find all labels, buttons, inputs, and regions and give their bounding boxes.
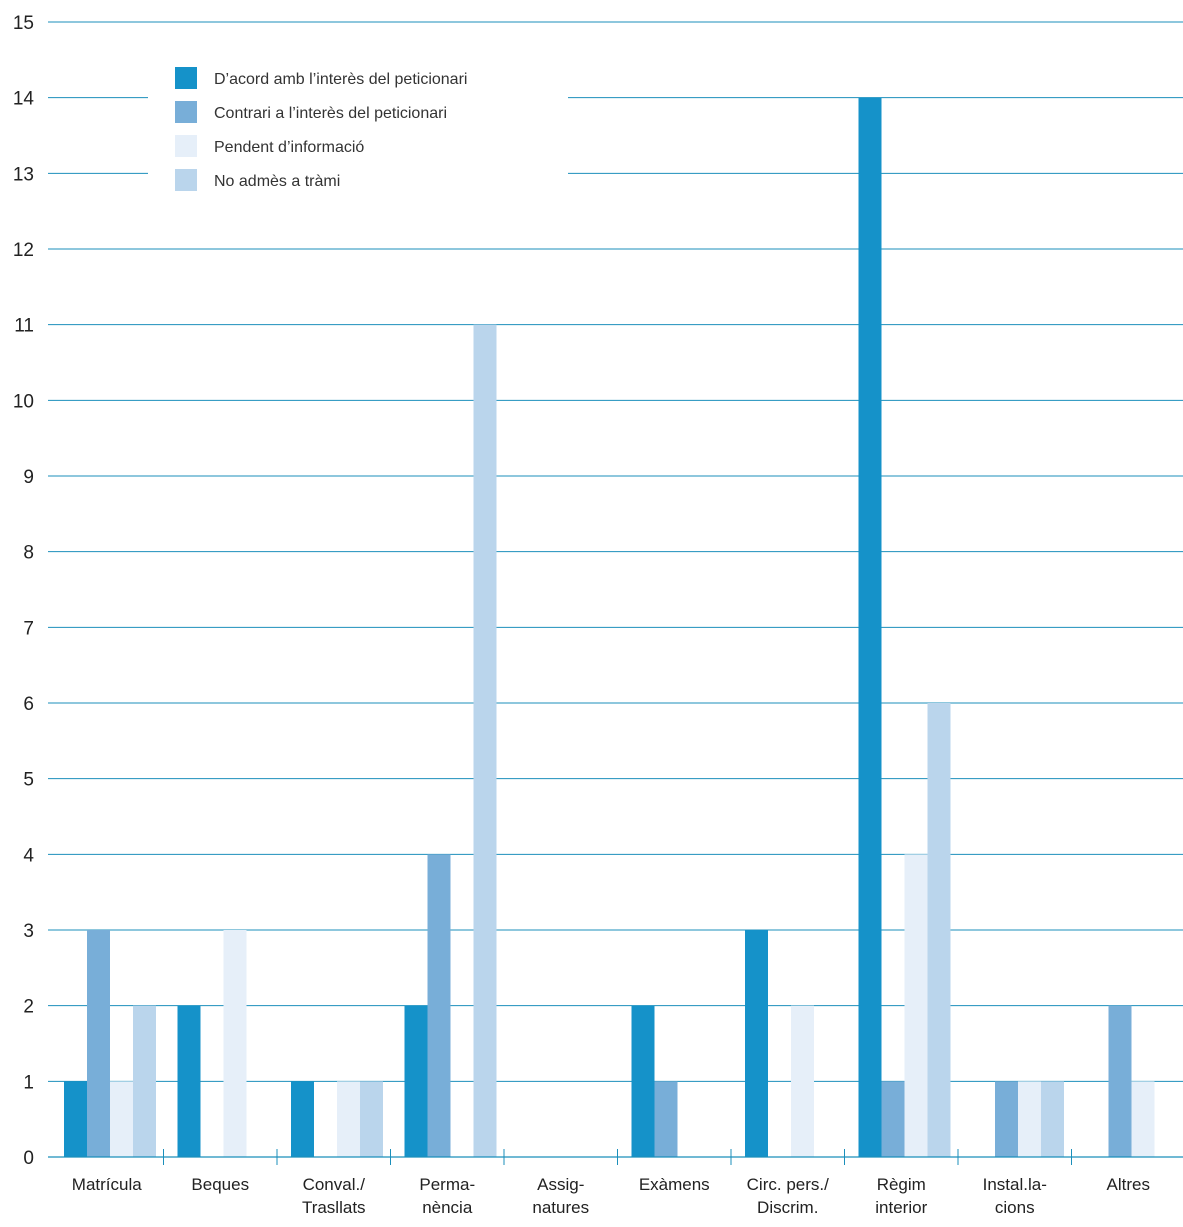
bar-4-1 — [133, 1005, 156, 1157]
y-tick-label: 12 — [13, 240, 34, 261]
legend-background — [148, 52, 568, 212]
bar-4-4 — [473, 324, 497, 1158]
x-tick-label: Conval./ — [303, 1175, 366, 1194]
y-tick-label: 5 — [23, 770, 34, 791]
bar-2-10 — [1108, 1005, 1132, 1157]
bar-1-8 — [858, 97, 882, 1158]
y-tick-label: 0 — [23, 1148, 34, 1169]
y-tick-label: 7 — [23, 618, 34, 639]
bar-1-6 — [631, 1005, 655, 1157]
y-tick-label: 14 — [13, 89, 35, 110]
gridlines — [48, 21, 1183, 1082]
x-tick-label: Assig- — [537, 1175, 584, 1194]
y-tick-label: 11 — [14, 316, 34, 337]
y-tick-label: 4 — [23, 845, 34, 866]
x-tick-label: interior — [875, 1198, 927, 1217]
x-tick-label: Matrícula — [72, 1175, 142, 1194]
bar-1-4 — [404, 1005, 428, 1157]
y-tick-label: 6 — [23, 694, 34, 715]
x-tick-label: Trasllats — [302, 1198, 366, 1217]
x-tick-label: Perma- — [419, 1175, 475, 1194]
x-tick-label: natures — [532, 1198, 589, 1217]
legend-swatch — [175, 169, 197, 191]
y-tick-label: 8 — [23, 543, 34, 564]
bar-3-2 — [223, 930, 247, 1157]
bar-2-9 — [995, 1081, 1018, 1157]
x-tick-label: Altres — [1107, 1175, 1150, 1194]
x-tick-label: nència — [422, 1198, 473, 1217]
x-tick-label: Beques — [191, 1175, 249, 1194]
y-tick-label: 9 — [23, 467, 34, 488]
bar-2-1 — [87, 930, 110, 1157]
legend-swatch — [175, 67, 197, 89]
legend-label: D’acord amb l’interès del peticionari — [214, 71, 467, 88]
bar-4-9 — [1041, 1081, 1064, 1157]
bar-1-2 — [177, 1005, 201, 1157]
bar-3-9 — [1018, 1081, 1041, 1157]
x-tick-label: Circ. pers./ — [747, 1175, 829, 1194]
bar-2-6 — [654, 1081, 678, 1157]
bar-2-8 — [881, 1081, 905, 1157]
bar-4-3 — [360, 1081, 383, 1157]
bar-3-7 — [791, 1005, 814, 1157]
x-tick-label: Discrim. — [757, 1198, 818, 1217]
y-tick-label: 15 — [13, 13, 34, 34]
y-tick-label: 2 — [23, 997, 34, 1018]
bar-3-1 — [110, 1081, 133, 1157]
x-tick-label: cions — [995, 1198, 1035, 1217]
bar-1-3 — [291, 1081, 314, 1157]
bar-3-8 — [904, 854, 928, 1157]
legend-swatch — [175, 101, 197, 123]
legend-label: Pendent d’informació — [214, 139, 364, 156]
bar-3-3 — [337, 1081, 360, 1157]
bar-4-8 — [927, 703, 951, 1157]
bars — [64, 97, 1155, 1158]
x-tick-label: Exàmens — [639, 1175, 710, 1194]
y-tick-label: 13 — [13, 164, 34, 185]
y-tick-label: 1 — [23, 1072, 34, 1093]
x-tick-labels: Matrícula Beques Conval./ Trasllats Perma-nè… — [72, 1175, 1150, 1217]
legend-label: No admès a tràmi — [214, 173, 340, 190]
bar-1-7 — [745, 930, 768, 1157]
y-tick-label: 10 — [13, 391, 34, 412]
x-axis — [48, 1149, 1183, 1165]
bar-2-4 — [427, 854, 451, 1157]
bar-3-10 — [1131, 1081, 1155, 1157]
legend-label: Contrari a l’interès del peticionari — [214, 105, 447, 122]
x-tick-label: Instal.la- — [983, 1175, 1047, 1194]
x-tick-label: Règim — [877, 1175, 926, 1194]
bar-1-1 — [64, 1081, 87, 1157]
legend: D’acord amb l’interès del peticionari Con… — [148, 52, 568, 212]
legend-swatch — [175, 135, 197, 157]
y-tick-label: 3 — [23, 921, 34, 942]
